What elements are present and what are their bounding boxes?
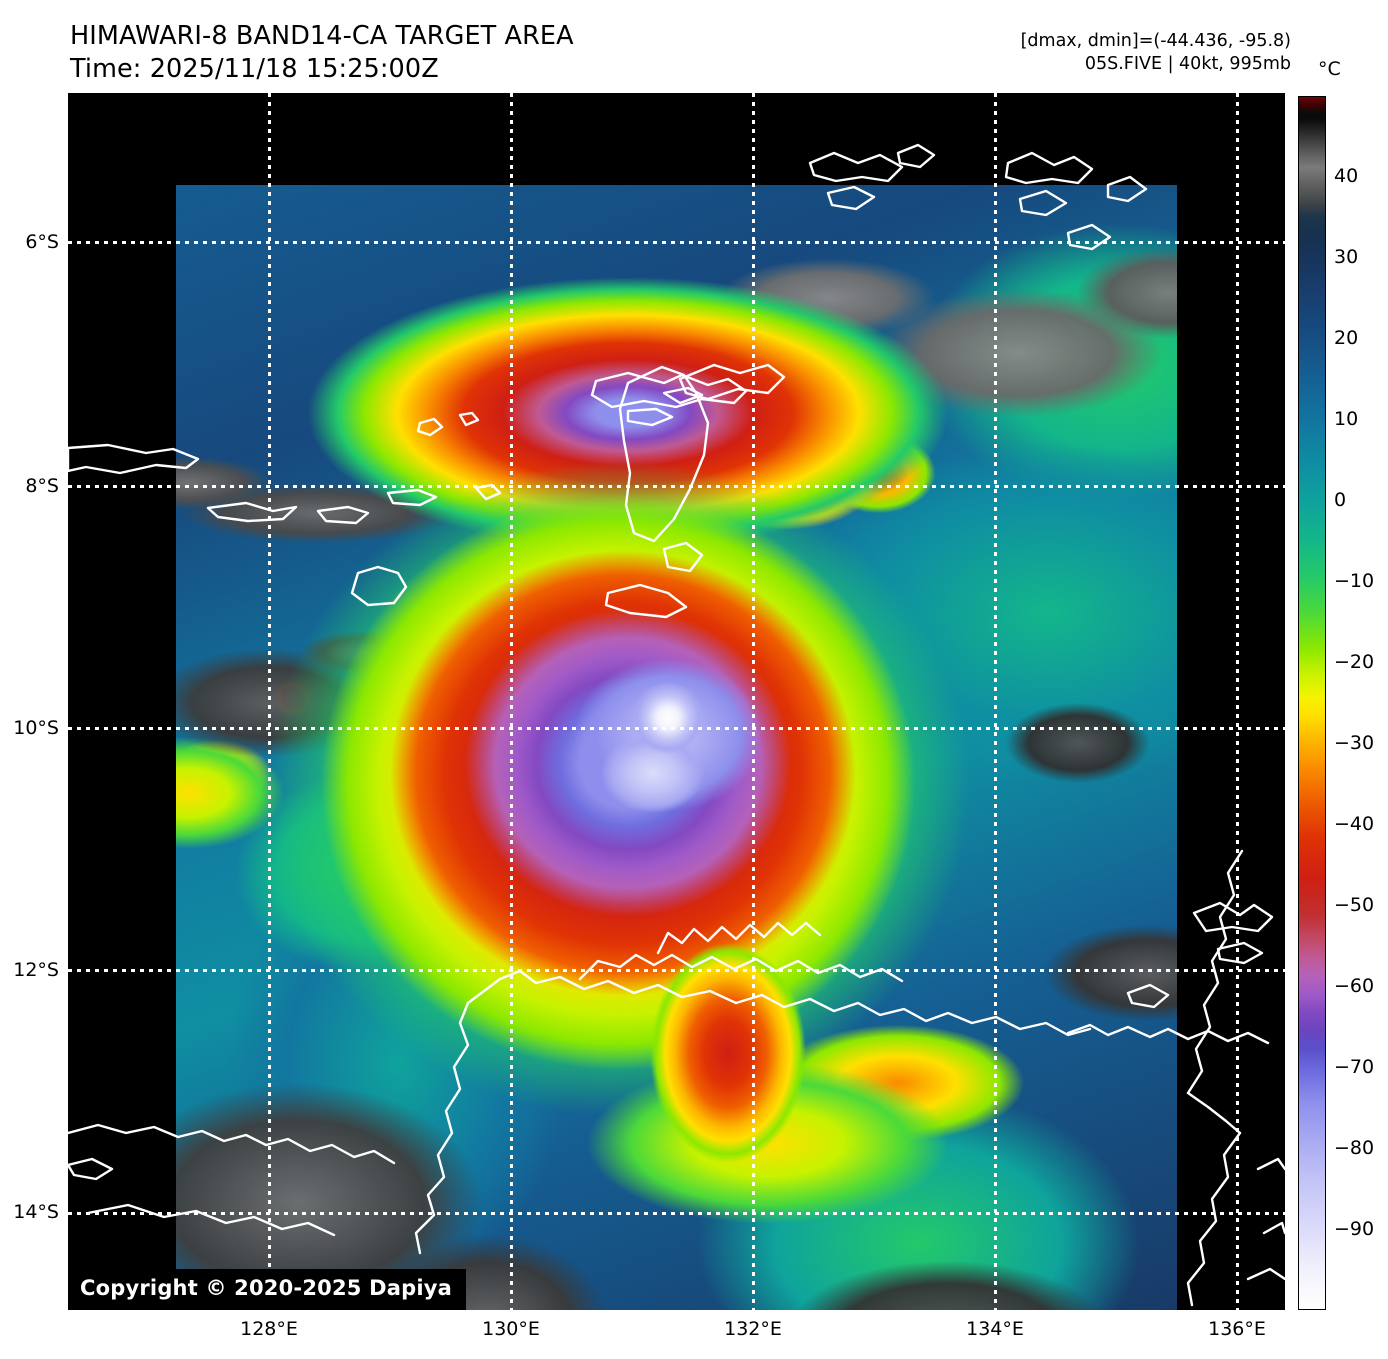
lat-tick-14s: 14°S: [13, 1201, 59, 1223]
lon-tick-132e: 132°E: [724, 1318, 782, 1340]
colorbar-tick-40: 40: [1334, 165, 1359, 187]
nodata-mask-right: [68, 93, 176, 1310]
gridline-lon-130e: [510, 93, 513, 1310]
lat-tick-6s: 6°S: [25, 231, 59, 253]
temperature-colorbar[interactable]: [1298, 96, 1326, 1310]
colorbar-tick-neg60: −60: [1334, 975, 1375, 997]
lon-tick-136e: 136°E: [1208, 1318, 1266, 1340]
colorbar-tick-neg40: −40: [1334, 813, 1375, 835]
title-block: HIMAWARI-8 BAND14-CA TARGET AREA Time: 2…: [70, 20, 574, 86]
page-title: HIMAWARI-8 BAND14-CA TARGET AREA: [70, 21, 574, 51]
colorbar-unit-label: °C: [1318, 58, 1341, 80]
gridline-lon-128e: [268, 93, 271, 1310]
lat-tick-12s: 12°S: [13, 959, 59, 981]
colorbar-tick-neg90: −90: [1334, 1218, 1375, 1240]
gridline-lat-12s: [68, 969, 1285, 972]
nodata-mask-top-notch: [68, 93, 114, 191]
metadata-block: [dmax, dmin]=(-44.436, -95.8) 05S.FIVE |…: [1021, 30, 1291, 76]
colorbar-tick-neg80: −80: [1334, 1137, 1375, 1159]
gridline-lat-8s: [68, 485, 1285, 488]
gridline-lon-136e: [1236, 93, 1239, 1310]
colorbar-tick-neg30: −30: [1334, 732, 1375, 754]
satellite-image-plot[interactable]: Copyright © 2020-2025 Dapiya: [68, 93, 1285, 1310]
colorbar-tick-0: 0: [1334, 489, 1347, 511]
colorbar-tick-10: 10: [1334, 408, 1359, 430]
convective-cluster-south: [68, 183, 1177, 1310]
storm-info-label: 05S.FIVE | 40kt, 995mb: [1084, 53, 1291, 74]
colorbar-tick-neg20: −20: [1334, 651, 1375, 673]
colorbar-tick-neg70: −70: [1334, 1056, 1375, 1078]
gridline-lon-134e: [994, 93, 997, 1310]
gridline-lon-132e: [752, 93, 755, 1310]
gridline-lat-6s: [68, 241, 1285, 244]
lon-tick-134e: 134°E: [966, 1318, 1024, 1340]
lon-tick-128e: 128°E: [240, 1318, 298, 1340]
lat-tick-10s: 10°S: [13, 717, 59, 739]
copyright-notice: Copyright © 2020-2025 Dapiya: [68, 1269, 466, 1310]
coastline-overlay: [68, 143, 1285, 1307]
lon-tick-130e: 130°E: [482, 1318, 540, 1340]
colorbar-tick-30: 30: [1334, 246, 1359, 268]
timestamp: Time: 2025/11/18 15:25:00Z: [70, 54, 439, 85]
colorbar-tick-neg10: −10: [1334, 570, 1375, 592]
lat-tick-8s: 8°S: [25, 475, 59, 497]
data-range-label: [dmax, dmin]=(-44.436, -95.8): [1020, 31, 1291, 51]
colorbar-tick-neg50: −50: [1334, 894, 1375, 916]
colorbar-tick-20: 20: [1334, 327, 1359, 349]
gridline-lat-14s: [68, 1212, 1285, 1215]
gridline-lat-10s: [68, 727, 1285, 730]
